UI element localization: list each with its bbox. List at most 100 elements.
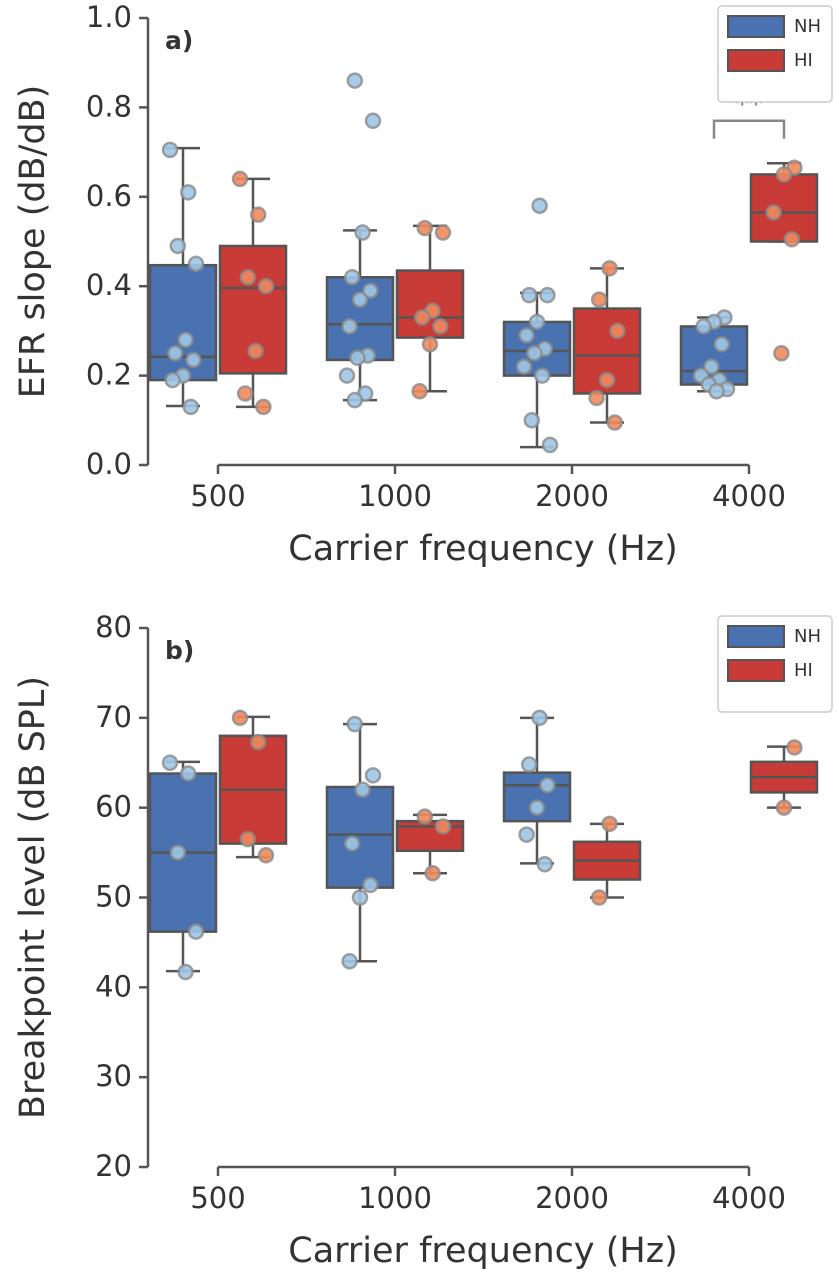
point — [239, 830, 257, 848]
point — [539, 286, 556, 304]
point — [526, 345, 543, 362]
legend-swatch — [727, 49, 785, 72]
point — [343, 835, 361, 852]
point — [531, 709, 548, 727]
point — [187, 923, 205, 940]
panel-label: a) — [165, 26, 193, 55]
legend-label: NH — [794, 16, 821, 37]
box — [325, 276, 395, 362]
point — [354, 781, 371, 798]
point — [231, 709, 249, 727]
point — [424, 864, 441, 882]
y-tick-label: 40 — [95, 969, 132, 1003]
point — [531, 197, 548, 214]
point — [518, 327, 535, 344]
point — [539, 776, 556, 794]
point — [354, 224, 371, 241]
point — [432, 318, 449, 335]
x-tick-label: 500 — [190, 479, 245, 513]
point — [182, 398, 200, 416]
y-axis-label: EFR slope (dB/dB) — [13, 85, 53, 399]
point — [541, 436, 559, 454]
point — [187, 255, 205, 273]
point — [338, 367, 356, 384]
point — [169, 237, 187, 255]
panel-label: b) — [165, 636, 194, 665]
point — [590, 889, 608, 906]
point — [362, 876, 379, 894]
point — [783, 231, 801, 248]
legend-label: HI — [794, 660, 813, 681]
point — [179, 765, 197, 782]
x-tick-label: 2000 — [535, 479, 609, 513]
point — [239, 269, 257, 286]
y-tick-label: 0.0 — [86, 447, 132, 481]
point — [341, 318, 358, 335]
point — [161, 141, 179, 159]
point — [236, 385, 254, 402]
x-tick-label: 1000 — [358, 1181, 432, 1215]
point — [166, 345, 184, 362]
point — [346, 715, 364, 733]
point — [169, 844, 187, 861]
legend-swatch — [727, 659, 785, 682]
legend-swatch — [727, 625, 785, 648]
y-tick-label: 0.2 — [86, 358, 132, 392]
point — [231, 170, 249, 188]
point — [703, 358, 720, 375]
point — [606, 414, 624, 431]
legend-label: NH — [794, 626, 821, 647]
point — [695, 318, 712, 335]
point — [775, 799, 793, 816]
point — [434, 224, 452, 241]
point — [349, 349, 366, 366]
point — [533, 367, 551, 384]
point — [434, 818, 452, 835]
point — [362, 282, 379, 299]
point — [588, 389, 605, 407]
point — [351, 291, 369, 308]
x-tick-label: 4000 — [712, 1181, 786, 1215]
y-tick-label: 70 — [95, 700, 132, 734]
y-tick-label: 60 — [95, 790, 132, 824]
point — [411, 382, 428, 400]
point — [249, 733, 267, 751]
y-tick-label: 20 — [95, 1149, 132, 1183]
y-tick-label: 30 — [95, 1059, 132, 1093]
point — [775, 166, 793, 183]
box — [325, 785, 395, 889]
x-tick-label: 500 — [190, 1181, 245, 1215]
box — [148, 263, 218, 382]
box — [749, 173, 819, 243]
point — [177, 963, 194, 981]
point — [343, 269, 361, 286]
x-tick-label: 1000 — [358, 479, 432, 513]
point — [416, 219, 434, 237]
point — [351, 889, 369, 906]
point — [520, 286, 538, 304]
y-tick-label: 1.0 — [86, 0, 132, 34]
legend-label: HI — [794, 50, 813, 71]
point — [786, 739, 803, 756]
x-tick-label: 4000 — [712, 479, 786, 513]
point — [518, 826, 535, 843]
point — [364, 767, 382, 784]
point — [765, 204, 782, 221]
point — [520, 756, 538, 773]
point — [601, 815, 618, 833]
point — [528, 799, 546, 816]
y-axis-label: Breakpoint level (dB SPL) — [13, 676, 53, 1119]
point — [249, 206, 267, 223]
point — [421, 336, 439, 353]
point — [257, 277, 275, 295]
point — [346, 72, 364, 89]
significance-bracket — [712, 119, 786, 139]
point — [536, 856, 554, 873]
point — [528, 313, 546, 331]
legend-swatch — [727, 15, 785, 38]
point — [179, 184, 197, 201]
point — [164, 371, 181, 389]
point — [713, 336, 731, 353]
point — [773, 345, 790, 362]
